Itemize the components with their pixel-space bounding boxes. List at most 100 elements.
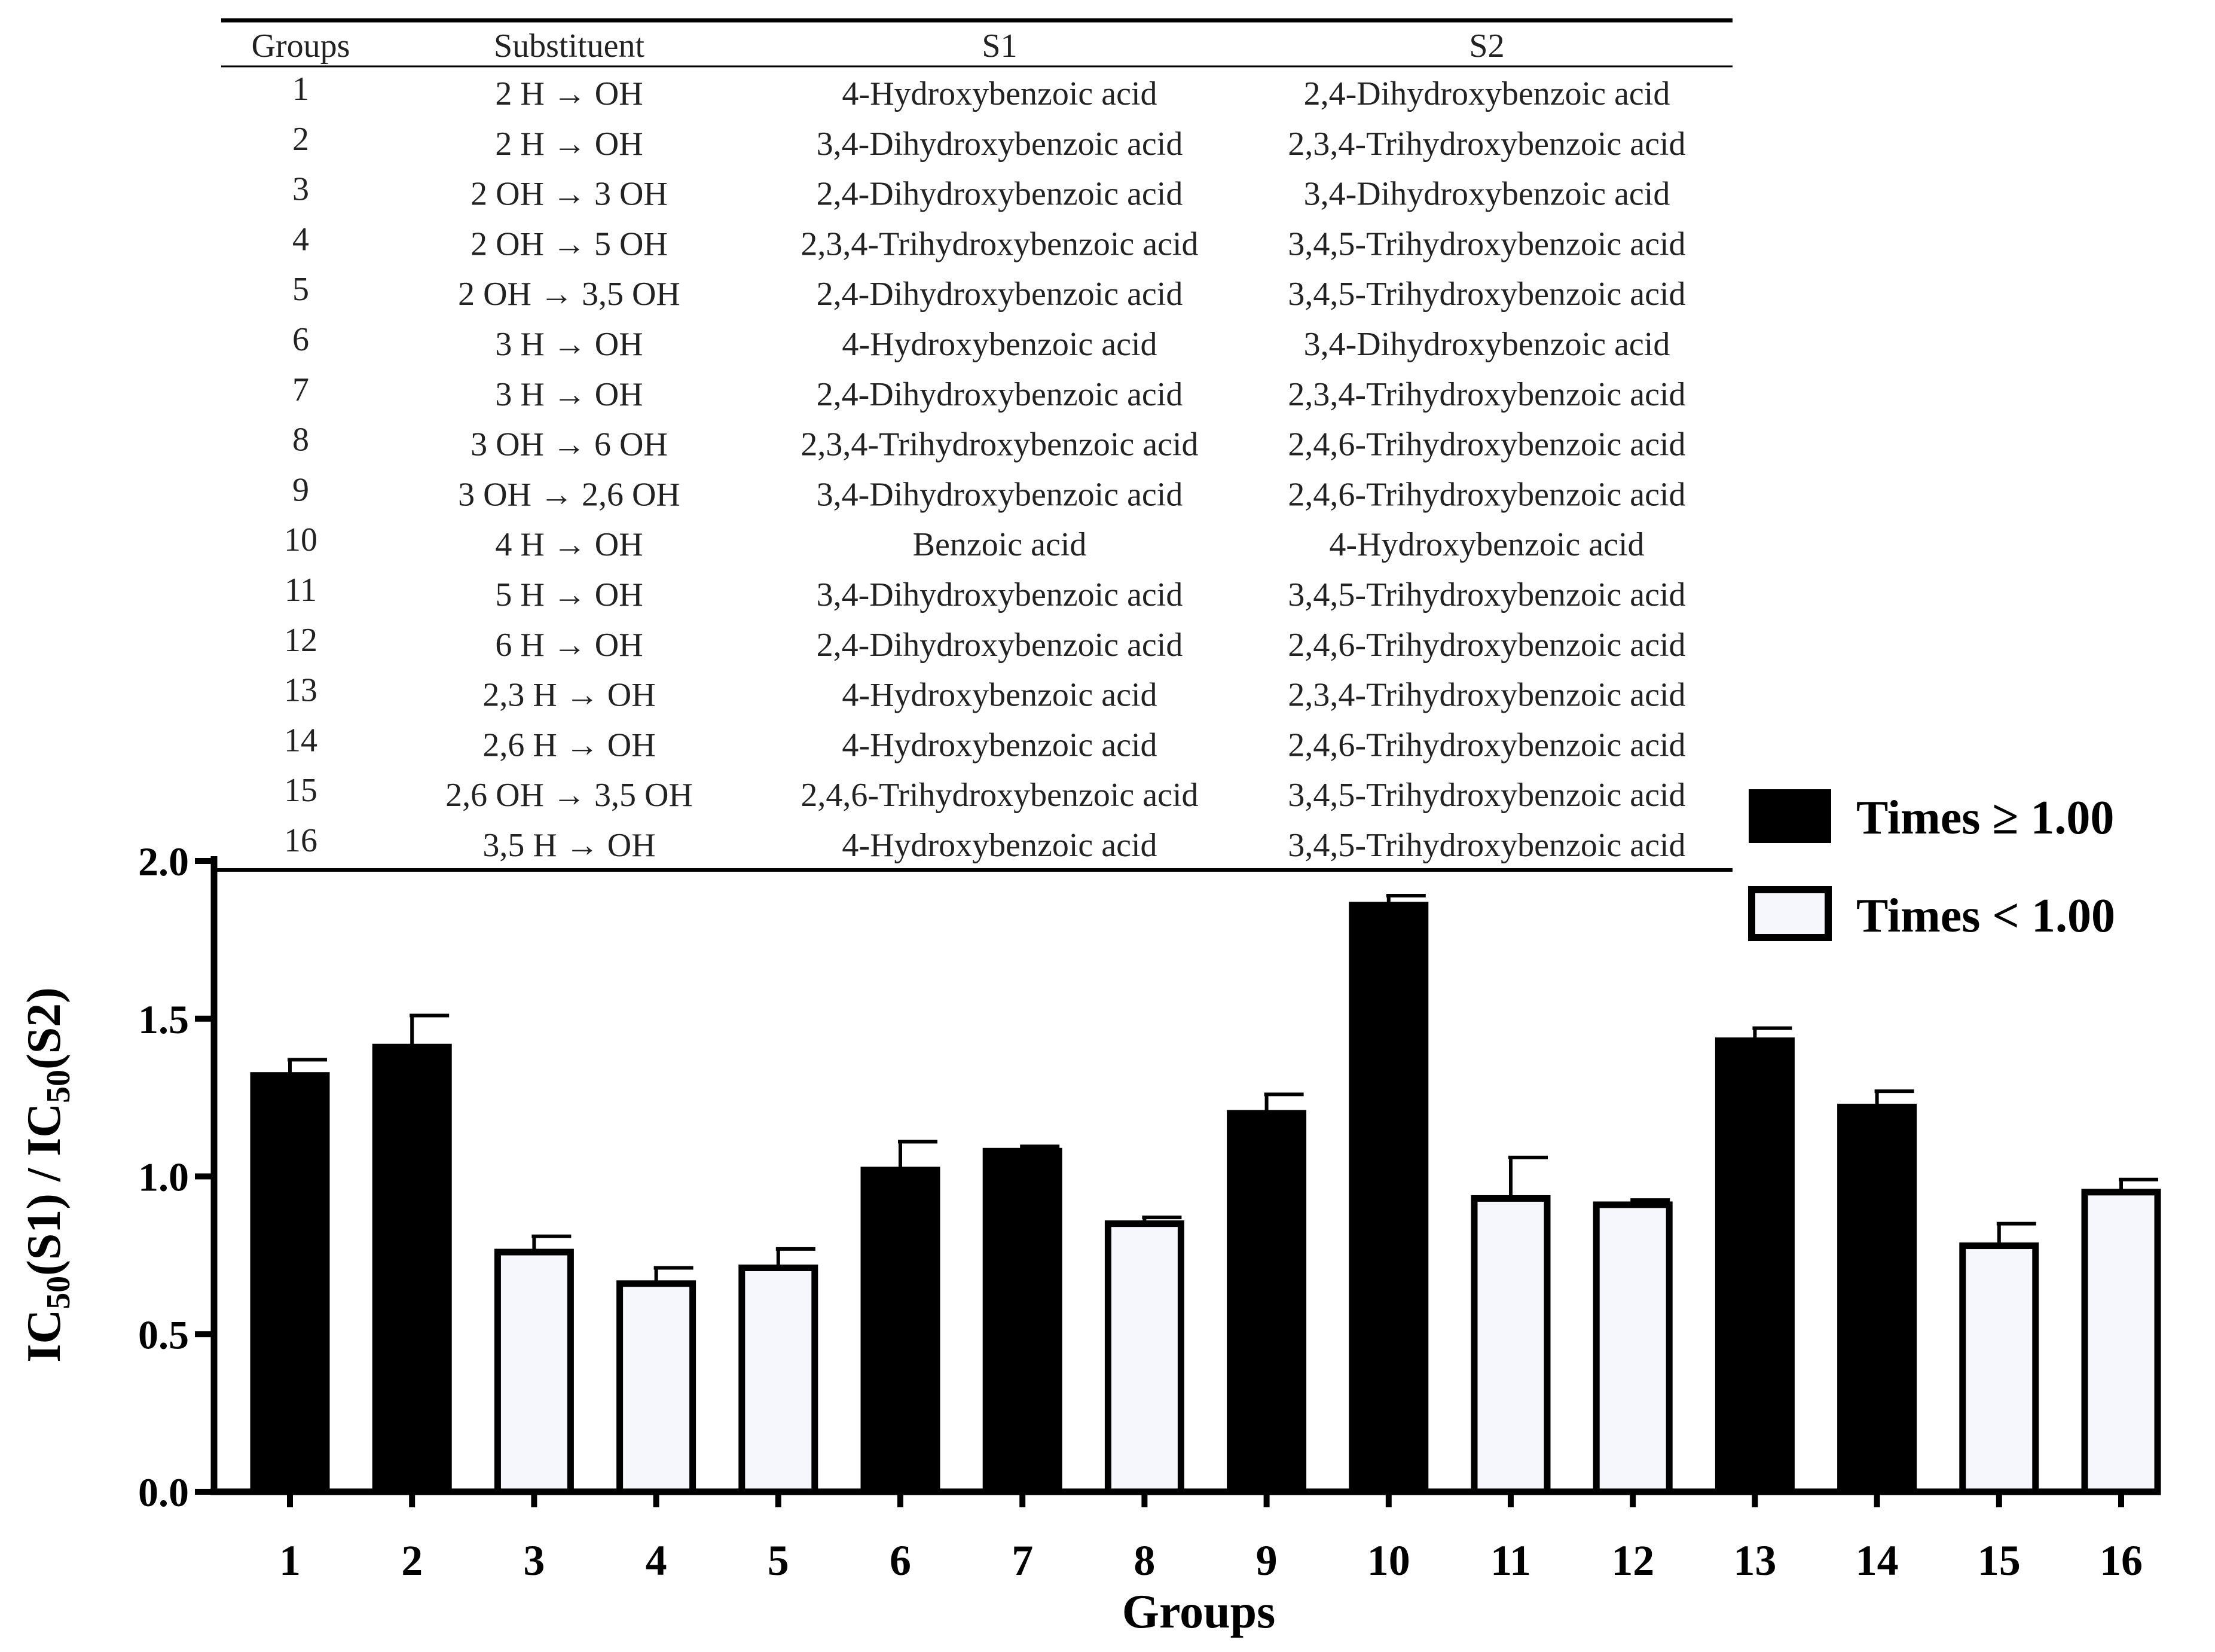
bar-group-8 xyxy=(1104,1220,1184,1495)
table-cell: 9 xyxy=(292,471,309,508)
x-tick-label: 1 xyxy=(279,1537,301,1584)
table-cell: 13 xyxy=(284,672,317,709)
table-cell: 4-Hydroxybenzoic acid xyxy=(842,326,1157,363)
table-cell: 3,4,5-Trihydroxybenzoic acid xyxy=(1288,225,1685,262)
x-tick-label: 3 xyxy=(523,1537,545,1584)
table-cell: 3 xyxy=(292,171,309,208)
table-cell: 3,4,5-Trihydroxybenzoic acid xyxy=(1288,276,1685,313)
table-cell: 3 H → OH xyxy=(495,326,643,363)
table-cell: 4 xyxy=(292,221,309,258)
legend-swatch-low xyxy=(1748,886,1832,941)
table-cell: 2,6 OH → 3,5 OH xyxy=(445,777,693,814)
bars-group xyxy=(250,902,2161,1495)
y-axis-label: IC50(S1) / IC50(S2) xyxy=(18,987,77,1363)
table-cell: 2 H → OH xyxy=(495,126,643,163)
table-cell: 3,4-Dihydroxybenzoic acid xyxy=(1304,326,1670,363)
table-cell: 2,4-Dihydroxybenzoic acid xyxy=(817,376,1183,413)
table-cell: 6 H → OH xyxy=(495,627,643,664)
error-bars-group xyxy=(288,894,2158,1284)
table-header-cell: Groups xyxy=(252,28,350,65)
x-tick-label: 12 xyxy=(1611,1537,1654,1584)
table-cell: 16 xyxy=(284,822,317,859)
bar-group-9 xyxy=(1227,1110,1307,1495)
table-cell: 2,4,6-Trihydroxybenzoic acid xyxy=(1288,627,1685,664)
y-tick-label: 2.0 xyxy=(138,839,189,884)
table-cell: 2,4,6-Trihydroxybenzoic acid xyxy=(1288,476,1685,513)
table-cell: 2,4-Dihydroxybenzoic acid xyxy=(817,276,1183,313)
table-header-cell: S1 xyxy=(982,28,1017,65)
y-tick-label: 1.5 xyxy=(138,997,189,1042)
substituent-table: Groups Substituent S1 S2 1 2 H → OH 4-Hydroxyb… xyxy=(214,18,1733,872)
table-cell: 3 H → OH xyxy=(495,376,643,413)
legend: Times ≥ 1.00 Times < 1.00 xyxy=(1748,789,2115,942)
bar-group-16 xyxy=(2081,1189,2161,1495)
table-cell: 4-Hydroxybenzoic acid xyxy=(842,726,1157,764)
table-cell: 3 OH → 6 OH xyxy=(471,426,668,463)
table-cell: 2,4,6-Trihydroxybenzoic acid xyxy=(1288,426,1685,463)
x-tick-label: 16 xyxy=(2100,1537,2143,1584)
table-cell: 14 xyxy=(284,722,317,759)
x-tick-label: 8 xyxy=(1134,1537,1155,1584)
table-cell: 4 H → OH xyxy=(495,526,643,563)
x-axis-label: Groups xyxy=(1122,1586,1275,1638)
table-cell: 7 xyxy=(292,371,309,408)
bar-group-4 xyxy=(616,1280,696,1495)
table-header-cell: Substituent xyxy=(494,28,644,65)
x-tick-label: 4 xyxy=(646,1537,667,1584)
table-cell: 6 xyxy=(292,321,309,358)
table-cell: 5 H → OH xyxy=(495,576,643,613)
x-tick-label: 15 xyxy=(1978,1537,2021,1584)
bar-chart: 0.00.51.01.52.0 1 2 3 4 5 6 7 8 9 10 11 12 13 14 15 16 … xyxy=(18,789,2161,1638)
y-tick-label: 0.5 xyxy=(138,1312,189,1357)
table-cell: 2,3,4-Trihydroxybenzoic acid xyxy=(801,225,1198,262)
table-cell: 2 H → OH xyxy=(495,75,643,112)
y-ticks-group: 0.0 0.5 1.0 1.5 2.0 xyxy=(138,839,214,1515)
bar-group-3 xyxy=(494,1248,574,1495)
bar-group-6 xyxy=(860,1167,940,1495)
table-cell: 3,4-Dihydroxybenzoic acid xyxy=(817,126,1183,163)
bar-group-14 xyxy=(1837,1103,1917,1495)
table-cell: 4-Hydroxybenzoic acid xyxy=(842,827,1157,864)
y-tick-label: 1.0 xyxy=(138,1155,189,1200)
table-cell: 2,3,4-Trihydroxybenzoic acid xyxy=(1288,376,1685,413)
bar-group-7 xyxy=(982,1147,1062,1495)
table-cell: 3,5 H → OH xyxy=(482,827,655,864)
bar-group-11 xyxy=(1471,1195,1551,1495)
table-cell: 2 OH → 5 OH xyxy=(471,225,668,262)
table-cell: 12 xyxy=(284,622,317,659)
x-tick-label: 7 xyxy=(1012,1537,1033,1584)
table-cell: 2 xyxy=(292,121,309,158)
table-cell: 1 xyxy=(292,71,309,108)
x-tick-label: 5 xyxy=(768,1537,789,1584)
bar-group-2 xyxy=(372,1043,452,1495)
table-cell: 8 xyxy=(292,422,309,459)
table-cell: 4-Hydroxybenzoic acid xyxy=(842,75,1157,112)
table-cell: 2,3,4-Trihydroxybenzoic acid xyxy=(1288,126,1685,163)
table-cell: 2,4-Dihydroxybenzoic acid xyxy=(817,176,1183,213)
bar-group-1 xyxy=(250,1072,330,1495)
table-cell: 2 OH → 3,5 OH xyxy=(458,276,680,313)
bar-group-13 xyxy=(1715,1037,1795,1495)
table-cell: 2,3,4-Trihydroxybenzoic acid xyxy=(801,426,1198,463)
x-tick-label: 2 xyxy=(401,1537,423,1584)
x-tick-label: 13 xyxy=(1733,1537,1776,1584)
bar-group-5 xyxy=(738,1264,818,1495)
table-cell: 10 xyxy=(284,521,317,558)
table-cell: 2,4-Dihydroxybenzoic acid xyxy=(817,627,1183,664)
x-tick-label: 6 xyxy=(890,1537,911,1584)
table-cell: 2,3 H → OH xyxy=(482,677,655,714)
x-tick-label: 9 xyxy=(1256,1537,1278,1584)
table-cell: 5 xyxy=(292,271,309,308)
table-cell: 3,4,5-Trihydroxybenzoic acid xyxy=(1288,777,1685,814)
table-cell: 3 OH → 2,6 OH xyxy=(458,476,680,513)
table-cell: 2,3,4-Trihydroxybenzoic acid xyxy=(1288,677,1685,714)
legend-label-low: Times < 1.00 xyxy=(1856,890,2115,942)
table-cell: 4-Hydroxybenzoic acid xyxy=(842,677,1157,714)
table-cell: 11 xyxy=(285,572,317,609)
table-cell: 15 xyxy=(284,772,317,809)
x-tick-label: 14 xyxy=(1856,1537,1899,1584)
table-cell: 2 OH → 3 OH xyxy=(471,176,668,213)
table-header-cell: S2 xyxy=(1469,28,1504,65)
y-tick-label: 0.0 xyxy=(138,1470,189,1515)
